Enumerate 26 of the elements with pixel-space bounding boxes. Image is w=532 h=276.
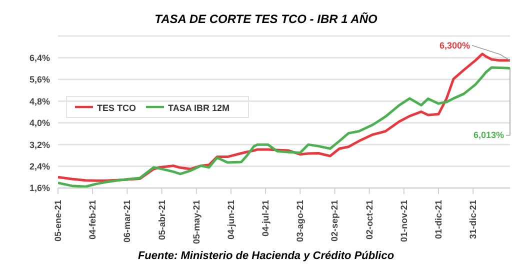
x-tick-label: 05-abr-21 bbox=[156, 200, 167, 240]
y-tick-label: 4,0% bbox=[29, 118, 50, 128]
x-tick-label: 05-ene-21 bbox=[53, 200, 63, 242]
x-tick-label: 02-oct-21 bbox=[364, 200, 374, 240]
x-tick-label: 31-dic-21 bbox=[468, 200, 478, 240]
y-tick-label: 5,6% bbox=[29, 74, 50, 85]
x-tick-label: 06-mar-21 bbox=[122, 200, 132, 243]
x-tick-label: 04-jun-21 bbox=[226, 200, 236, 240]
annotation: 6,013% bbox=[473, 130, 504, 140]
y-tick-label: 2,4% bbox=[29, 161, 50, 172]
x-tick-label: 01-nov-21 bbox=[398, 200, 409, 242]
y-tick-label: 4,8% bbox=[29, 96, 50, 106]
legend-label: TASA IBR 12M bbox=[168, 103, 230, 114]
x-tick-label: 04-feb-21 bbox=[88, 200, 98, 240]
x-tick-label: 02-sep-21 bbox=[330, 200, 340, 242]
legend-label: TES TCO bbox=[97, 103, 136, 114]
y-tick-label: 3,2% bbox=[29, 140, 50, 150]
chart-title: TASA DE CORTE TES TCO - IBR 1 AÑO bbox=[154, 11, 378, 28]
x-tick-label: 05-may-21 bbox=[191, 200, 202, 244]
y-tick-label: 1,6% bbox=[29, 183, 50, 194]
x-tick-label: 03-ago-21 bbox=[295, 200, 306, 242]
x-tick-label: 01-dic-21 bbox=[434, 200, 444, 240]
y-tick-label: 6,4% bbox=[29, 52, 50, 63]
x-tick-label: 04-jul-21 bbox=[260, 200, 271, 237]
source-note: Fuente: Ministerio de Hacienda y Crédito Público bbox=[136, 249, 396, 264]
annotation: 6,300% bbox=[439, 40, 470, 50]
